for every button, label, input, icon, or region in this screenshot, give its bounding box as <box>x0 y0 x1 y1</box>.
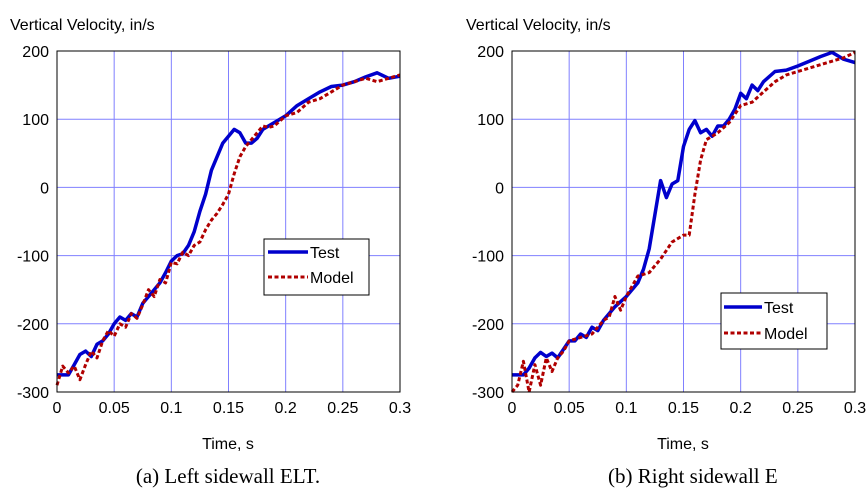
series-line-model <box>55 73 401 386</box>
y-tick-label: 100 <box>22 112 49 129</box>
series-lines <box>55 71 401 386</box>
series-lines <box>510 50 856 394</box>
legend-label-model: Model <box>764 326 808 343</box>
y-tick-label: 100 <box>477 112 504 129</box>
y-axis-label: Vertical Velocity, in/s <box>10 17 155 34</box>
x-tick-label: 0 <box>508 400 517 417</box>
y-tick-label: -200 <box>472 317 504 334</box>
x-axis-label: Time, s <box>202 436 254 453</box>
x-axis-label: Time, s <box>657 436 709 453</box>
x-tick-label: 0.3 <box>389 400 411 417</box>
legend-label-test: Test <box>764 300 794 317</box>
legend: Test Model <box>720 292 828 350</box>
y-axis-label: Vertical Velocity, in/s <box>466 17 611 34</box>
y-tick-label: 0 <box>40 180 49 197</box>
legend: Test Model <box>263 238 370 296</box>
tick-labels: 0 0.05 0.1 0.15 0.2 0.25 0.3 200 100 0 -100 -200 -30… <box>472 44 866 417</box>
x-tick-label: 0.1 <box>160 400 182 417</box>
y-tick-label: -100 <box>17 249 49 266</box>
plot-frame <box>511 50 856 393</box>
figure-caption: (a) Left sidewall ELT. <box>136 464 320 488</box>
x-tick-label: 0.2 <box>730 400 752 417</box>
x-tick-label: 0.15 <box>668 400 699 417</box>
chart-panel-left: Vertical Velocity, in/s 0 0.05 0.1 0.15 0.2 0… <box>10 17 411 488</box>
y-tick-label: 200 <box>22 44 49 61</box>
series-line-model <box>510 51 856 394</box>
x-tick-label: 0.1 <box>615 400 637 417</box>
figure-caption: (b) Right sidewall E <box>608 464 778 488</box>
y-tick-label: -300 <box>17 385 49 402</box>
x-tick-label: 0.15 <box>213 400 244 417</box>
grid-lines <box>57 51 400 392</box>
x-tick-label: 0 <box>53 400 62 417</box>
legend-box <box>263 238 370 296</box>
x-tick-label: 0.25 <box>782 400 813 417</box>
y-tick-label: 200 <box>477 44 504 61</box>
tick-labels: 0 0.05 0.1 0.15 0.2 0.25 0.3 200 100 0 -100 -200 -30… <box>17 44 411 417</box>
x-tick-label: 0.2 <box>275 400 297 417</box>
y-tick-label: -200 <box>17 317 49 334</box>
x-tick-label: 0.05 <box>99 400 130 417</box>
y-tick-label: -100 <box>472 249 504 266</box>
legend-label-model: Model <box>310 270 354 287</box>
x-tick-label: 0.05 <box>554 400 585 417</box>
legend-label-test: Test <box>310 245 340 262</box>
plot-frame <box>56 50 401 393</box>
y-tick-label: 0 <box>495 180 504 197</box>
x-tick-label: 0.3 <box>844 400 866 417</box>
legend-box <box>720 292 828 350</box>
x-tick-label: 0.25 <box>327 400 358 417</box>
chart-panel-right: Vertical Velocity, in/s 0 0.05 0.1 0.15 0.2 0… <box>466 17 866 488</box>
y-tick-label: -300 <box>472 385 504 402</box>
